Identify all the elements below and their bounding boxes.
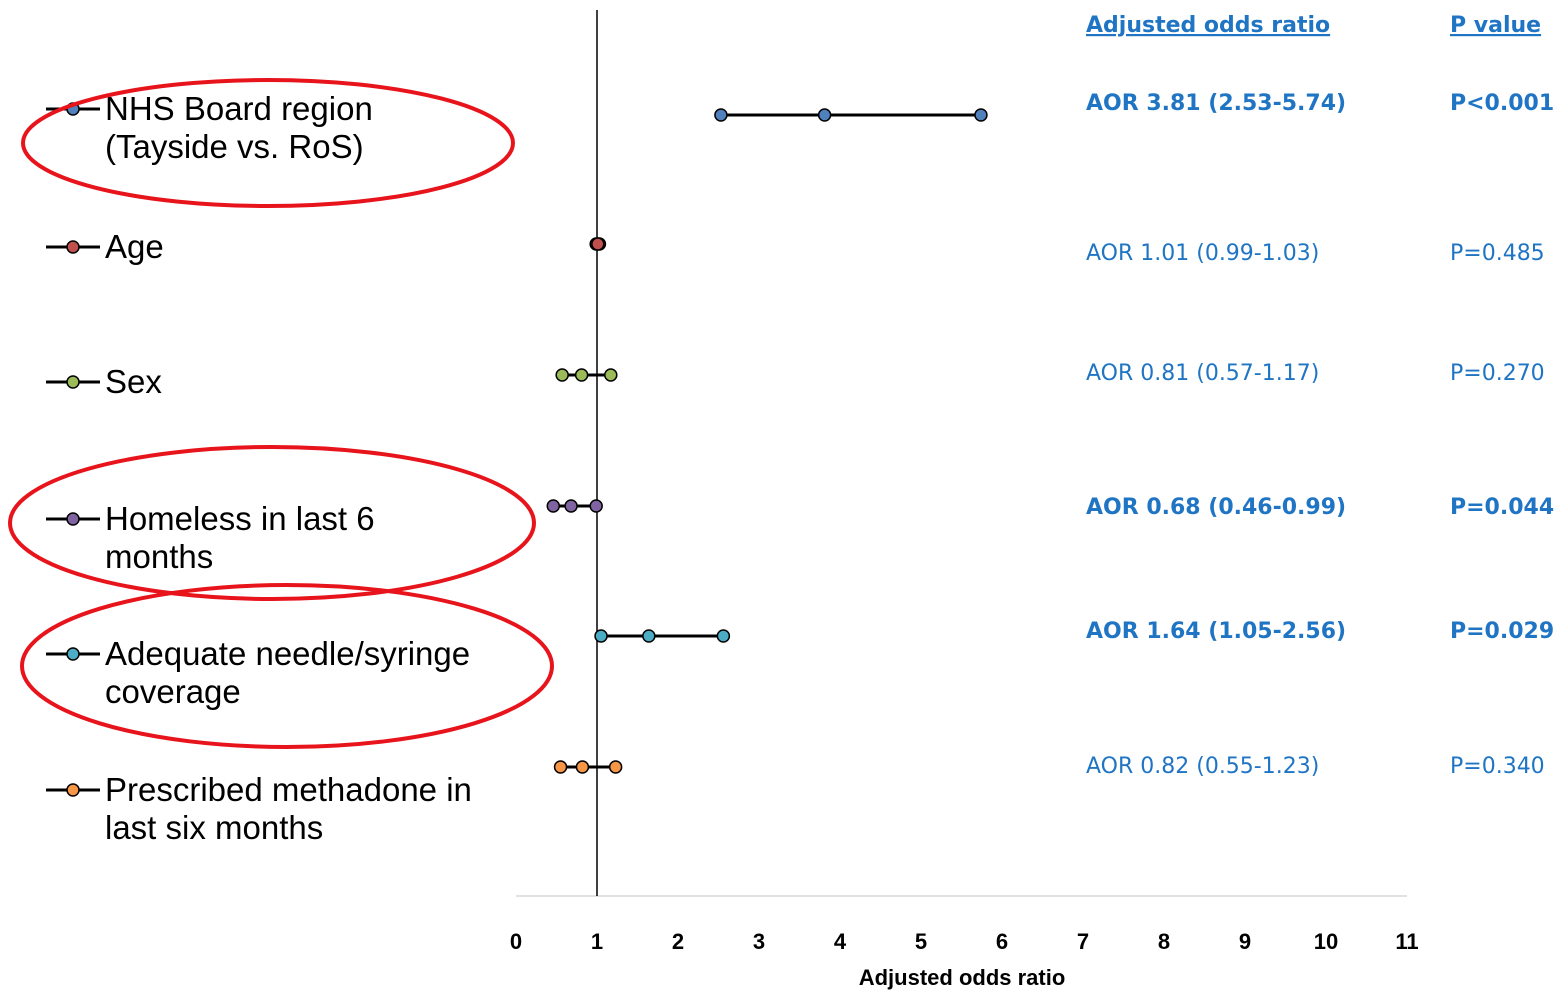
aor-value-prescribed-methadone-in-last-six-months: AOR 0.82 (0.55-1.23) — [1086, 754, 1319, 779]
legend-label-adequate-needle-syringe-coverage: Adequate needle/syringe — [105, 635, 470, 672]
p-value-nhs-board-region-tayside-vs-ros: P<0.001 — [1450, 91, 1554, 116]
highlight-ellipse-homeless-in-last-6-months — [8, 445, 536, 601]
aor-value-age: AOR 1.01 (0.99-1.03) — [1086, 241, 1319, 266]
x-tick-label: 7 — [1077, 929, 1089, 954]
p-value-homeless-in-last-6-months: P=0.044 — [1450, 495, 1554, 520]
plot-marks — [546, 108, 988, 774]
legend-label-adequate-needle-syringe-coverage: coverage — [105, 673, 241, 710]
p-value-prescribed-methadone-in-last-six-months: P=0.340 — [1450, 754, 1545, 779]
upper-point-prescribed-methadone-in-last-six-months — [608, 760, 623, 774]
x-tick-label: 6 — [996, 929, 1008, 954]
stats-columns: Adjusted odds ratio P value AOR 3.81 (2.… — [1086, 13, 1554, 779]
lower-point-prescribed-methadone-in-last-six-months — [553, 760, 568, 774]
lower-point-nhs-board-region-tayside-vs-ros — [714, 108, 728, 122]
legend-marker-adequate-needle-syringe-coverage — [66, 647, 80, 661]
legend-label-prescribed-methadone-in-last-six-months: last six months — [105, 809, 323, 846]
upper-point-homeless-in-last-6-months — [589, 499, 603, 513]
upper-point-nhs-board-region-tayside-vs-ros — [974, 108, 988, 122]
aor-value-homeless-in-last-6-months: AOR 0.68 (0.46-0.99) — [1086, 495, 1346, 520]
aor-value-sex: AOR 0.81 (0.57-1.17) — [1086, 361, 1319, 386]
legend-label-nhs-board-region-tayside-vs-ros: (Tayside vs. RoS) — [105, 128, 364, 165]
highlight-ellipse-nhs-board-region-tayside-vs-ros — [21, 78, 515, 208]
p-value-adequate-needle-syringe-coverage: P=0.029 — [1450, 619, 1554, 644]
x-tick-label: 5 — [915, 929, 927, 954]
x-tick-label: 4 — [834, 929, 847, 954]
legend-marker-age — [66, 240, 80, 254]
legend-marker-sex — [66, 375, 80, 389]
x-tick-label: 3 — [753, 929, 765, 954]
legend-label-nhs-board-region-tayside-vs-ros: NHS Board region — [105, 90, 373, 127]
upper-point-adequate-needle-syringe-coverage — [716, 629, 731, 643]
x-tick-label: 9 — [1239, 929, 1251, 954]
legend: NHS Board region(Tayside vs. RoS) Age Sex H… — [46, 90, 472, 846]
lower-point-adequate-needle-syringe-coverage — [594, 629, 608, 643]
x-tick-label: 11 — [1395, 929, 1418, 954]
estimate-point-prescribed-methadone-in-last-six-months — [575, 760, 590, 774]
estimate-point-nhs-board-region-tayside-vs-ros — [817, 108, 832, 122]
legend-marker-prescribed-methadone-in-last-six-months — [66, 783, 80, 797]
lower-point-sex — [555, 368, 569, 382]
x-tick-label: 1 — [591, 929, 603, 954]
lower-point-homeless-in-last-6-months — [546, 499, 561, 513]
highlight-ellipse-adequate-needle-syringe-coverage — [20, 583, 554, 749]
legend-label-sex: Sex — [105, 363, 162, 400]
plot-axes: 0 1 2 3 4 5 6 7 8 9 10 11 — [510, 10, 1419, 954]
x-tick-label: 0 — [510, 929, 522, 954]
estimate-point-age — [591, 237, 605, 251]
x-tick-label: 10 — [1314, 929, 1338, 954]
highlight-ellipses — [8, 78, 554, 749]
estimate-point-sex — [574, 368, 589, 382]
legend-label-homeless-in-last-6-months: Homeless in last 6 — [105, 500, 375, 537]
aor-column-header: Adjusted odds ratio — [1086, 13, 1330, 38]
x-tick-label: 2 — [672, 929, 684, 954]
legend-label-prescribed-methadone-in-last-six-months: Prescribed methadone in — [105, 771, 472, 808]
legend-marker-homeless-in-last-6-months — [66, 512, 80, 526]
estimate-point-adequate-needle-syringe-coverage — [642, 629, 656, 643]
estimate-point-homeless-in-last-6-months — [564, 499, 578, 513]
upper-point-sex — [604, 368, 618, 382]
aor-value-adequate-needle-syringe-coverage: AOR 1.64 (1.05-2.56) — [1086, 619, 1346, 644]
p-column-header: P value — [1450, 13, 1541, 38]
legend-label-age: Age — [105, 228, 164, 265]
x-tick-label: 8 — [1158, 929, 1170, 954]
aor-value-nhs-board-region-tayside-vs-ros: AOR 3.81 (2.53-5.74) — [1086, 91, 1346, 116]
legend-label-homeless-in-last-6-months: months — [105, 538, 213, 575]
p-value-age: P=0.485 — [1450, 241, 1545, 266]
x-axis-title: Adjusted odds ratio — [859, 965, 1066, 990]
p-value-sex: P=0.270 — [1450, 361, 1545, 386]
